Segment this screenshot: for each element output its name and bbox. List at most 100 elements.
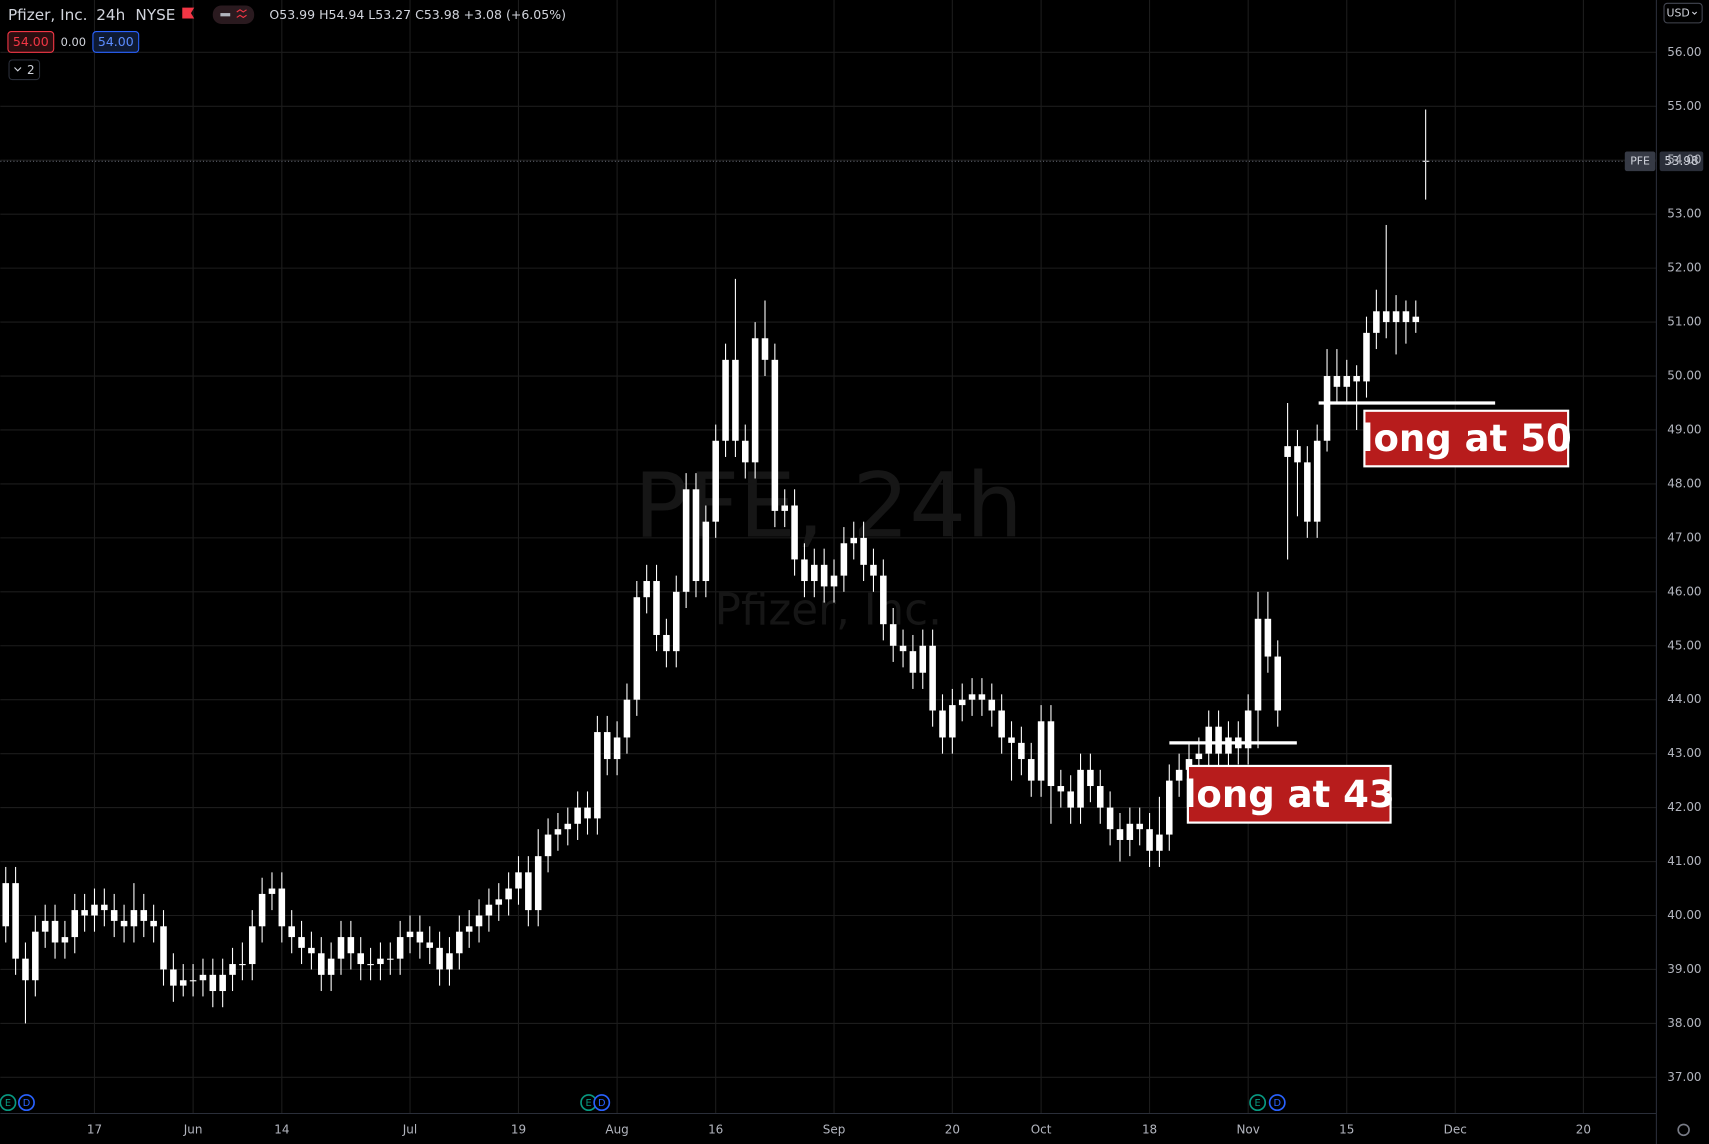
sell-price[interactable]: 54.00 [13, 34, 49, 49]
candle-body [1067, 791, 1074, 808]
candle-body [1382, 311, 1390, 323]
candle-body [101, 904, 108, 911]
spread: 0.00 [61, 35, 86, 49]
candle-body [1392, 311, 1400, 323]
x-tick-label: 20 [945, 1122, 960, 1136]
y-tick-label: 47.00 [1667, 530, 1701, 544]
price-tag-text: 53.98 [1664, 154, 1698, 168]
candle-body [623, 699, 631, 738]
y-tick-label: 46.00 [1667, 584, 1701, 598]
buy-price[interactable]: 54.00 [98, 34, 134, 49]
candle-body [456, 931, 463, 954]
candle-body [61, 937, 69, 943]
x-tick-label: Oct [1031, 1122, 1052, 1136]
candle-body [564, 823, 572, 830]
sell-button[interactable] [7, 31, 55, 53]
candle-body [1264, 618, 1272, 657]
candle-body [229, 964, 236, 975]
currency-button[interactable] [1663, 2, 1703, 24]
candle-body [1225, 737, 1232, 754]
candle-body [485, 904, 493, 916]
event-label[interactable]: E [586, 1098, 592, 1109]
candle-body [1037, 721, 1045, 781]
candle-body [860, 537, 867, 565]
candle-body [71, 910, 79, 938]
flag-icon[interactable] [182, 7, 195, 19]
event-marker [18, 1094, 35, 1112]
candle-body [1096, 786, 1104, 808]
candle-body [633, 597, 641, 700]
symbol-tag-text: PFE [1630, 154, 1650, 167]
candle-body [672, 591, 680, 652]
candle-body [929, 645, 936, 711]
candle-body [1106, 807, 1114, 830]
candle-body [742, 440, 749, 463]
y-tick-label: 42.00 [1667, 800, 1701, 814]
candle-body [377, 958, 384, 965]
candle-body [968, 694, 976, 700]
x-tick-label: 15 [1339, 1122, 1354, 1136]
symbol: Pfizer, Inc. [8, 6, 88, 24]
candle-body [603, 732, 611, 760]
candle-body [919, 645, 927, 673]
y-tick-label: 44.00 [1667, 692, 1701, 706]
y-tick-label: 54.00 [1667, 153, 1701, 167]
candle-body [722, 359, 729, 441]
currency[interactable]: USD [1667, 7, 1690, 20]
candle-body [653, 581, 660, 635]
chevron [1691, 11, 1698, 15]
candle-body [909, 651, 917, 673]
candle-body [160, 926, 167, 970]
candle-body [1156, 834, 1163, 851]
candle-body [1126, 823, 1134, 840]
candle-body [1027, 759, 1035, 781]
event-marker [0, 1094, 17, 1112]
watermark-subtitle: Pfizer, Inc. [715, 585, 942, 635]
candle-body [761, 338, 769, 360]
candle-body [199, 974, 207, 981]
candle-body [1343, 376, 1351, 387]
candle-body [554, 829, 562, 835]
candle-body [308, 947, 315, 954]
chevron [14, 67, 22, 72]
candle-body [870, 564, 877, 576]
candle-body [702, 521, 710, 582]
candle-body [41, 920, 49, 932]
candle-body [899, 645, 907, 652]
candle-body [22, 958, 29, 981]
candle-body [1008, 737, 1015, 743]
buy-button[interactable] [92, 31, 140, 53]
event-label[interactable]: D [1273, 1098, 1281, 1109]
candle-body [426, 942, 434, 948]
x-tick-label: 18 [1142, 1122, 1157, 1136]
exchange: NYSE [135, 6, 175, 24]
x-tick-label: 19 [511, 1122, 526, 1136]
candle-body [278, 888, 286, 927]
y-tick-label: 51.00 [1667, 315, 1701, 329]
event-label[interactable]: D [23, 1098, 31, 1109]
candle-body [801, 559, 808, 582]
y-tick-label: 48.00 [1667, 476, 1701, 490]
indicator-toggle[interactable] [212, 5, 255, 24]
candle-body [574, 807, 581, 824]
indicators-toggle[interactable] [8, 59, 41, 81]
candle-body [998, 710, 1005, 738]
candle-body [1116, 829, 1124, 840]
candle-body [288, 926, 295, 938]
settings-icon[interactable] [1677, 1123, 1690, 1137]
candle-body [1146, 829, 1153, 851]
x-tick-label: Jul [402, 1122, 417, 1136]
candle-body [406, 931, 414, 938]
candle-body [209, 974, 217, 992]
event-label[interactable]: E [1255, 1098, 1261, 1109]
candle-body [1195, 753, 1203, 760]
price-tag [1659, 151, 1704, 172]
event-label[interactable]: D [598, 1098, 606, 1109]
candle-body [613, 737, 621, 760]
interval[interactable]: 24h [96, 6, 125, 24]
event-label[interactable]: E [5, 1098, 11, 1109]
candle-body [1284, 446, 1291, 457]
event-marker [593, 1094, 611, 1112]
y-tick-label: 43.00 [1667, 746, 1701, 760]
